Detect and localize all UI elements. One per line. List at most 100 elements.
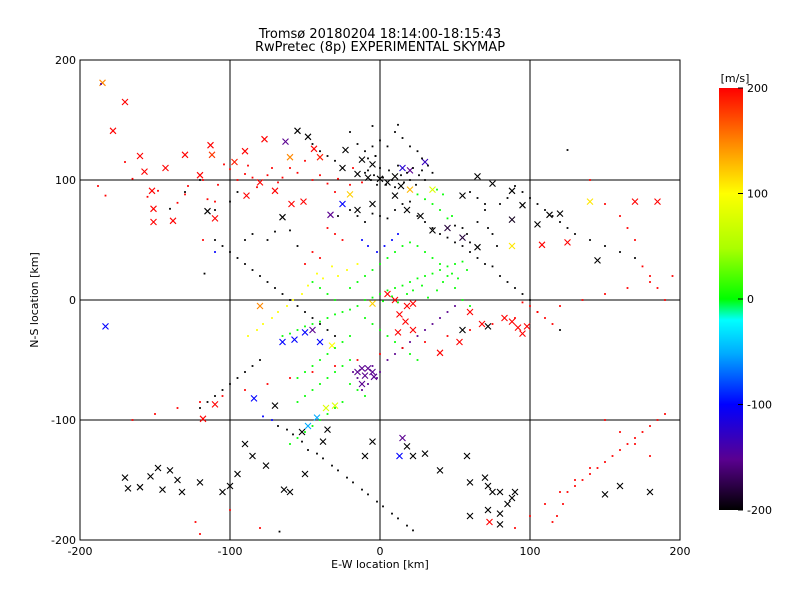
data-point-dot [286, 428, 288, 431]
data-point-x [124, 485, 132, 492]
data-point-x [376, 175, 384, 183]
data-point-x [484, 323, 492, 330]
data-point-dot [304, 371, 306, 373]
data-point-dot [100, 83, 102, 85]
data-point-dot [334, 191, 336, 193]
data-point-x [466, 479, 474, 486]
data-point-dot [391, 179, 393, 181]
data-point-dot [386, 217, 389, 220]
data-point-dot [409, 281, 411, 283]
data-point-dot [371, 269, 374, 271]
data-point-dot [341, 239, 344, 241]
data-point-dot [364, 317, 366, 319]
data-point-dot [424, 179, 426, 181]
data-point-dot [521, 301, 524, 304]
data-point-dot [604, 245, 606, 247]
data-point-dot [379, 329, 381, 331]
data-point-dot [544, 209, 546, 211]
data-point-x [369, 368, 376, 376]
data-point-x [136, 483, 144, 491]
data-point-dot [431, 227, 434, 229]
data-point-dot [619, 449, 621, 451]
data-point-dot [409, 241, 411, 244]
data-point-dot [364, 221, 366, 223]
data-point-dot [457, 277, 459, 280]
data-point-x [279, 213, 286, 221]
x-tick-label: 0 [377, 545, 384, 558]
data-point-dot [412, 289, 414, 292]
data-point-dot [551, 323, 554, 325]
data-point-dot [352, 371, 354, 373]
data-point-x [484, 506, 492, 514]
data-point-dot [421, 157, 423, 160]
data-point-dot [157, 189, 159, 192]
data-point-x [358, 156, 366, 163]
data-point-dot [581, 299, 584, 301]
data-point-dot [202, 239, 204, 241]
data-point-x [406, 167, 414, 174]
data-point-dot [649, 455, 651, 457]
data-point-dot [266, 281, 269, 283]
data-point-dot [376, 183, 378, 186]
data-point-dot [364, 150, 366, 153]
data-point-dot [394, 287, 396, 289]
data-point-dot [491, 233, 494, 235]
data-point-x [316, 153, 324, 161]
data-point-x [429, 227, 436, 234]
data-point-dot [409, 200, 411, 203]
data-point-dot [221, 389, 224, 391]
data-point-dot [319, 323, 321, 325]
data-point-dot [506, 281, 509, 283]
data-point-dot [311, 251, 314, 253]
data-point-dot [469, 251, 471, 253]
data-point-x [481, 474, 489, 481]
data-point-dot [370, 179, 372, 181]
data-point-dot [289, 229, 291, 232]
data-point-dot [664, 299, 666, 301]
y-tick-label: 200 [55, 54, 76, 67]
data-point-dot [229, 168, 231, 171]
data-point-dot [236, 179, 239, 181]
data-point-dot [371, 145, 374, 148]
data-point-dot [367, 383, 369, 385]
data-point-x [241, 440, 249, 448]
data-point-x [403, 206, 411, 214]
data-point-dot [566, 149, 569, 151]
data-point-dot [397, 301, 399, 304]
data-point-dot [176, 407, 179, 409]
data-point-dot [289, 332, 291, 335]
data-point-dot [383, 245, 386, 247]
data-point-dot [367, 169, 369, 172]
data-point-dot [236, 191, 239, 193]
data-point-dot [266, 174, 269, 177]
data-point-dot [223, 163, 225, 166]
data-point-x [298, 428, 306, 436]
data-point-dot [326, 227, 329, 229]
data-point-x [459, 192, 466, 199]
data-point-dot [251, 176, 254, 179]
data-point-dot [424, 341, 426, 343]
data-point-dot [356, 215, 359, 217]
data-point-dot [418, 174, 420, 177]
data-point-dot [379, 215, 381, 217]
data-point-dot [184, 191, 186, 193]
data-point-dot [311, 143, 314, 145]
data-point-dot [371, 212, 374, 215]
data-point-dot [349, 308, 351, 311]
data-point-x [421, 450, 429, 457]
data-point-dot [401, 245, 404, 247]
data-point-x [181, 151, 189, 159]
data-point-dot [311, 371, 314, 373]
data-point-dot [124, 161, 126, 163]
data-point-x [474, 243, 481, 251]
data-point-dot [424, 221, 426, 223]
data-point-x [519, 330, 526, 337]
data-point-dot [386, 289, 389, 292]
data-point-dot [596, 467, 599, 469]
data-point-x [256, 179, 264, 186]
data-point-x [319, 438, 327, 445]
data-point-x [391, 173, 399, 180]
data-point-dot [416, 215, 419, 217]
data-point-x [286, 153, 294, 161]
data-point-x [150, 218, 157, 226]
